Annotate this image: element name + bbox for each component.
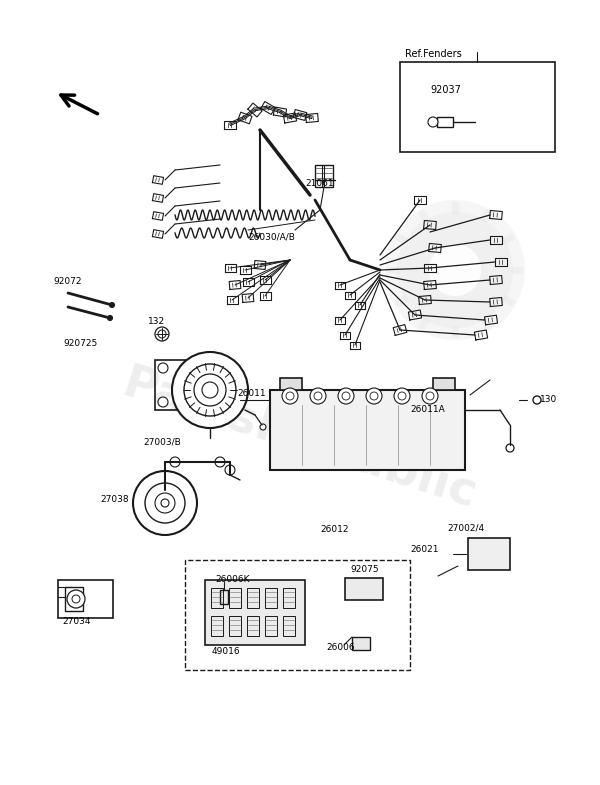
Circle shape (67, 590, 85, 608)
Text: 26011: 26011 (237, 389, 266, 397)
Circle shape (506, 444, 514, 452)
Bar (155, 360, 220, 410)
Circle shape (394, 388, 410, 404)
Circle shape (155, 493, 175, 513)
FancyArrow shape (452, 326, 458, 338)
Bar (65, 587, 83, 611)
Bar (265, 616, 277, 636)
Text: 130: 130 (540, 395, 557, 403)
FancyArrow shape (387, 266, 399, 273)
Text: 27034: 27034 (62, 618, 91, 626)
Text: 920725: 920725 (63, 339, 97, 349)
Circle shape (107, 316, 113, 320)
Bar (247, 616, 259, 636)
Circle shape (158, 397, 168, 407)
Text: 26030/A/B: 26030/A/B (248, 232, 295, 242)
Bar (229, 588, 241, 608)
Circle shape (72, 595, 80, 603)
Circle shape (133, 471, 197, 535)
Circle shape (158, 363, 168, 373)
Circle shape (429, 244, 481, 296)
Bar (185, 560, 410, 670)
Bar (283, 616, 295, 636)
Text: 132: 132 (148, 317, 165, 327)
Text: 49016: 49016 (212, 647, 241, 655)
Text: 26006K: 26006K (215, 575, 250, 585)
FancyArrow shape (452, 202, 458, 214)
Circle shape (184, 364, 236, 416)
Bar (280, 378, 302, 390)
Circle shape (398, 392, 406, 400)
Text: 92072: 92072 (53, 278, 82, 287)
FancyArrow shape (502, 295, 515, 307)
Circle shape (342, 392, 350, 400)
Text: 27002/4: 27002/4 (447, 524, 484, 532)
FancyArrow shape (418, 210, 430, 223)
Circle shape (397, 212, 513, 328)
Circle shape (426, 392, 434, 400)
Circle shape (338, 388, 354, 404)
FancyArrow shape (480, 210, 492, 223)
Text: 21061: 21061 (305, 178, 334, 188)
FancyArrow shape (502, 233, 515, 245)
Circle shape (194, 374, 226, 406)
Circle shape (161, 499, 169, 507)
Bar (433, 378, 455, 390)
Bar (315, 165, 333, 187)
Bar (229, 616, 241, 636)
Text: 26006: 26006 (326, 644, 355, 652)
Bar (400, 62, 555, 152)
Bar (247, 588, 259, 608)
Bar (220, 590, 228, 604)
FancyArrow shape (480, 316, 492, 330)
FancyArrow shape (418, 316, 430, 330)
Text: 26012: 26012 (320, 525, 349, 535)
Circle shape (422, 388, 438, 404)
Bar (58, 580, 113, 618)
Circle shape (428, 117, 438, 127)
Circle shape (207, 363, 217, 373)
Bar (468, 538, 510, 570)
Text: 92037: 92037 (430, 85, 461, 95)
Circle shape (155, 327, 169, 341)
Circle shape (172, 352, 248, 428)
Circle shape (215, 457, 225, 467)
Bar (205, 580, 305, 645)
Bar (352, 637, 370, 650)
Bar (283, 588, 295, 608)
Text: 27003/B: 27003/B (143, 437, 181, 447)
Circle shape (314, 392, 322, 400)
Bar (270, 390, 465, 470)
Circle shape (370, 392, 378, 400)
Circle shape (225, 465, 235, 475)
Circle shape (385, 200, 525, 340)
Bar (265, 588, 277, 608)
Circle shape (533, 396, 541, 404)
Text: Ref.Fenders: Ref.Fenders (405, 49, 462, 59)
Circle shape (310, 388, 326, 404)
FancyArrow shape (394, 295, 408, 307)
Circle shape (158, 330, 166, 338)
Circle shape (286, 392, 294, 400)
Text: 26021: 26021 (410, 546, 439, 554)
Circle shape (207, 397, 217, 407)
Circle shape (260, 424, 266, 430)
Circle shape (202, 382, 218, 398)
Text: 27038: 27038 (100, 495, 128, 505)
Bar (345, 578, 383, 600)
Bar (437, 117, 453, 127)
Bar (211, 616, 223, 636)
FancyArrow shape (394, 233, 408, 245)
FancyArrow shape (511, 266, 523, 273)
Bar (211, 588, 223, 608)
Text: 92075: 92075 (350, 565, 379, 575)
Circle shape (110, 302, 115, 308)
Circle shape (282, 388, 298, 404)
Circle shape (145, 483, 185, 523)
Text: 26011A: 26011A (410, 406, 445, 414)
Text: PartsRepublic: PartsRepublic (117, 361, 483, 519)
Circle shape (366, 388, 382, 404)
Circle shape (170, 457, 180, 467)
